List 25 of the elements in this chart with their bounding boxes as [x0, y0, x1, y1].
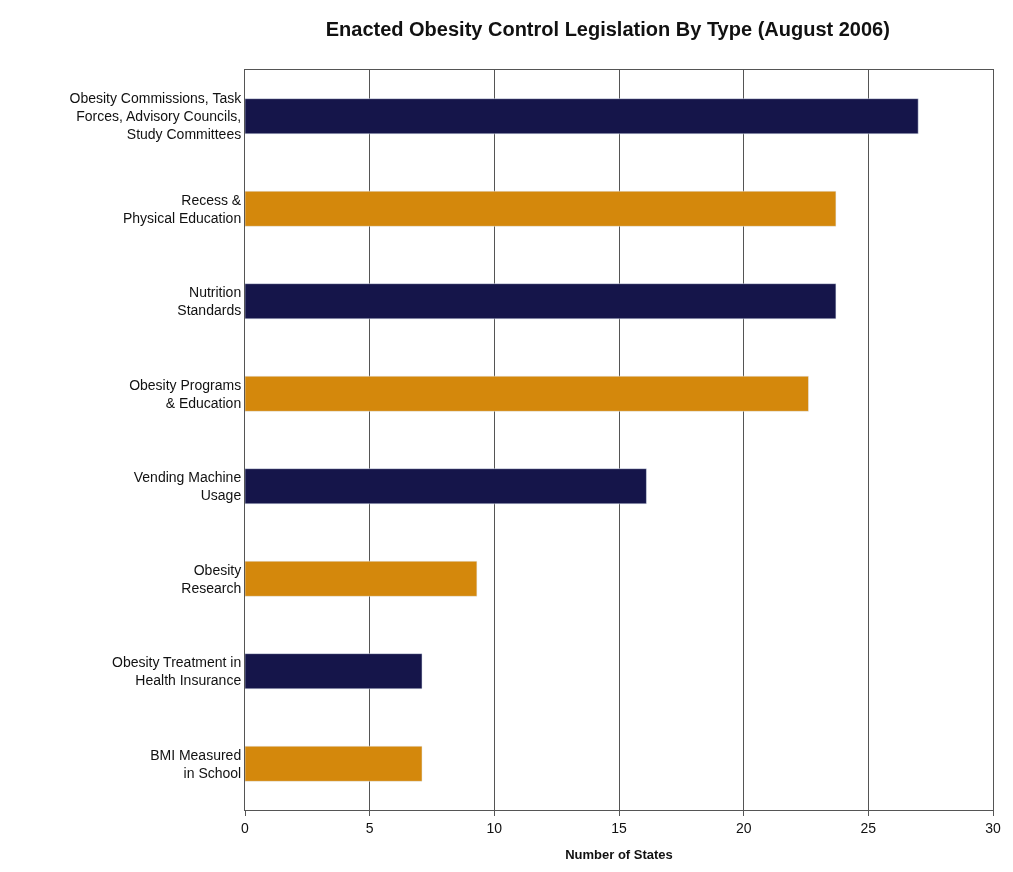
x-axis-title: Number of States	[565, 847, 673, 863]
bar	[245, 190, 837, 227]
bar	[245, 653, 423, 690]
y-tick-label: Vending Machine Usage	[133, 469, 242, 504]
x-tick-label: 5	[365, 819, 374, 836]
bar	[245, 560, 478, 597]
bar	[245, 745, 423, 782]
x-tick-label: 25	[860, 819, 877, 836]
bar	[245, 98, 919, 135]
y-tick-label: Obesity Research	[181, 561, 242, 596]
bar	[245, 375, 809, 412]
x-tick-label: 10	[486, 819, 503, 836]
y-tick-label: Nutrition Standards	[177, 284, 242, 319]
y-tick-label: BMI Measured in School	[150, 746, 242, 781]
bar	[245, 283, 837, 320]
y-tick-label: Recess & Physical Education	[122, 191, 242, 226]
x-tick-label: 30	[985, 819, 1001, 836]
y-tick-label: Obesity Programs & Education	[129, 376, 242, 411]
x-tick-label: 15	[611, 819, 627, 836]
x-tick-label: 20	[735, 819, 752, 836]
x-tick-label: 0	[241, 819, 250, 836]
chart-title: Enacted Obesity Control Legislation By Type (August 2006)	[325, 17, 890, 40]
bar	[245, 468, 647, 505]
y-tick-label: Obesity Treatment in Health Insurance	[112, 654, 242, 689]
y-tick-label: Obesity Commissions, Task Forces, Advisory Councils, Study Committees	[69, 89, 243, 143]
